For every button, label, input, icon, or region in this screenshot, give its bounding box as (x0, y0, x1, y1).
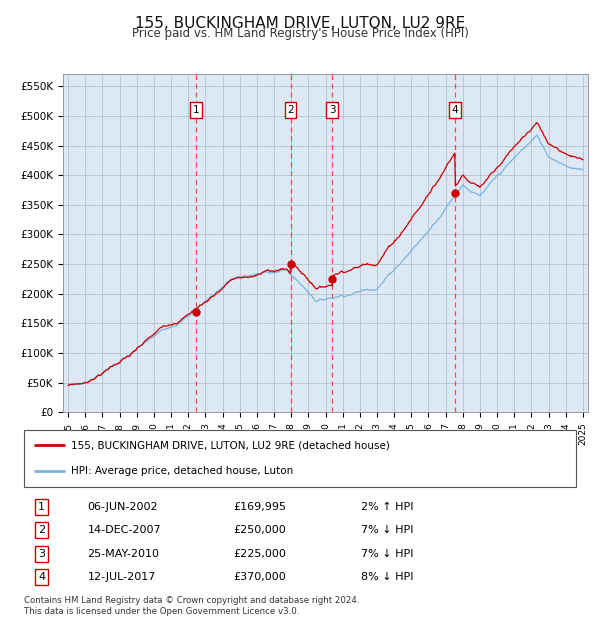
Text: Price paid vs. HM Land Registry's House Price Index (HPI): Price paid vs. HM Land Registry's House … (131, 27, 469, 40)
Text: 155, BUCKINGHAM DRIVE, LUTON, LU2 9RE (detached house): 155, BUCKINGHAM DRIVE, LUTON, LU2 9RE (d… (71, 440, 390, 450)
Text: 1: 1 (193, 105, 199, 115)
Text: 8% ↓ HPI: 8% ↓ HPI (361, 572, 413, 582)
Text: 2% ↑ HPI: 2% ↑ HPI (361, 502, 413, 512)
Text: 14-DEC-2007: 14-DEC-2007 (88, 525, 161, 535)
Text: HPI: Average price, detached house, Luton: HPI: Average price, detached house, Luto… (71, 466, 293, 476)
Text: £370,000: £370,000 (234, 572, 287, 582)
FancyBboxPatch shape (24, 430, 576, 487)
Text: Contains HM Land Registry data © Crown copyright and database right 2024.
This d: Contains HM Land Registry data © Crown c… (24, 596, 359, 616)
Text: 3: 3 (38, 549, 45, 559)
Text: £225,000: £225,000 (234, 549, 287, 559)
Text: 4: 4 (452, 105, 458, 115)
Text: 06-JUN-2002: 06-JUN-2002 (88, 502, 158, 512)
Text: 7% ↓ HPI: 7% ↓ HPI (361, 525, 413, 535)
Text: 155, BUCKINGHAM DRIVE, LUTON, LU2 9RE: 155, BUCKINGHAM DRIVE, LUTON, LU2 9RE (135, 16, 465, 30)
Text: 4: 4 (38, 572, 45, 582)
Text: 1: 1 (38, 502, 45, 512)
Text: 3: 3 (329, 105, 335, 115)
Text: 25-MAY-2010: 25-MAY-2010 (88, 549, 160, 559)
Text: 7% ↓ HPI: 7% ↓ HPI (361, 549, 413, 559)
Text: £169,995: £169,995 (234, 502, 287, 512)
Text: 2: 2 (38, 525, 45, 535)
Text: £250,000: £250,000 (234, 525, 287, 535)
Text: 12-JUL-2017: 12-JUL-2017 (88, 572, 156, 582)
Text: 2: 2 (287, 105, 294, 115)
